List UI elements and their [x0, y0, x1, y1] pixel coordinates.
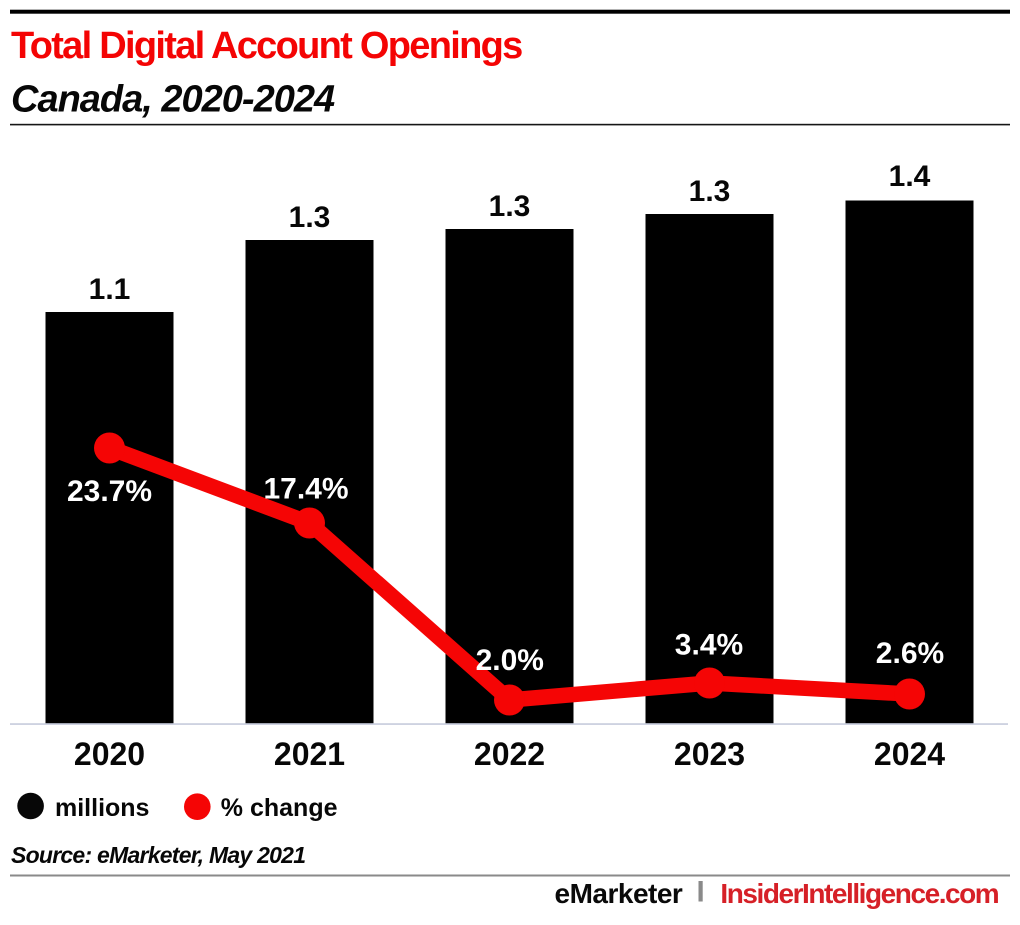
svg-text:% change: % change: [221, 794, 338, 822]
svg-text:1.3: 1.3: [689, 175, 731, 208]
svg-text:17.4%: 17.4%: [263, 473, 348, 506]
svg-text:2024: 2024: [874, 736, 945, 772]
svg-text:23.7%: 23.7%: [67, 475, 152, 508]
svg-text:Total Digital Account Openings: Total Digital Account Openings: [11, 25, 522, 67]
svg-text:1.3: 1.3: [289, 201, 331, 234]
svg-text:3.4%: 3.4%: [675, 629, 743, 662]
svg-text:2021: 2021: [274, 736, 345, 772]
svg-text:1.4: 1.4: [889, 160, 931, 193]
svg-text:Canada, 2020-2024: Canada, 2020-2024: [11, 79, 335, 121]
svg-text:InsiderIntelligence.com: InsiderIntelligence.com: [720, 878, 998, 909]
svg-text:1.3: 1.3: [489, 190, 531, 223]
svg-text:2022: 2022: [474, 736, 545, 772]
svg-text:2023: 2023: [674, 736, 745, 772]
svg-text:Source: eMarketer, May 2021: Source: eMarketer, May 2021: [11, 842, 305, 868]
svg-text:millions: millions: [55, 794, 149, 822]
svg-text:1.1: 1.1: [89, 273, 131, 306]
svg-text:2.0%: 2.0%: [476, 644, 544, 677]
svg-text:2.6%: 2.6%: [876, 637, 944, 670]
svg-text:2020: 2020: [74, 736, 145, 772]
svg-text:eMarketer: eMarketer: [555, 878, 683, 909]
